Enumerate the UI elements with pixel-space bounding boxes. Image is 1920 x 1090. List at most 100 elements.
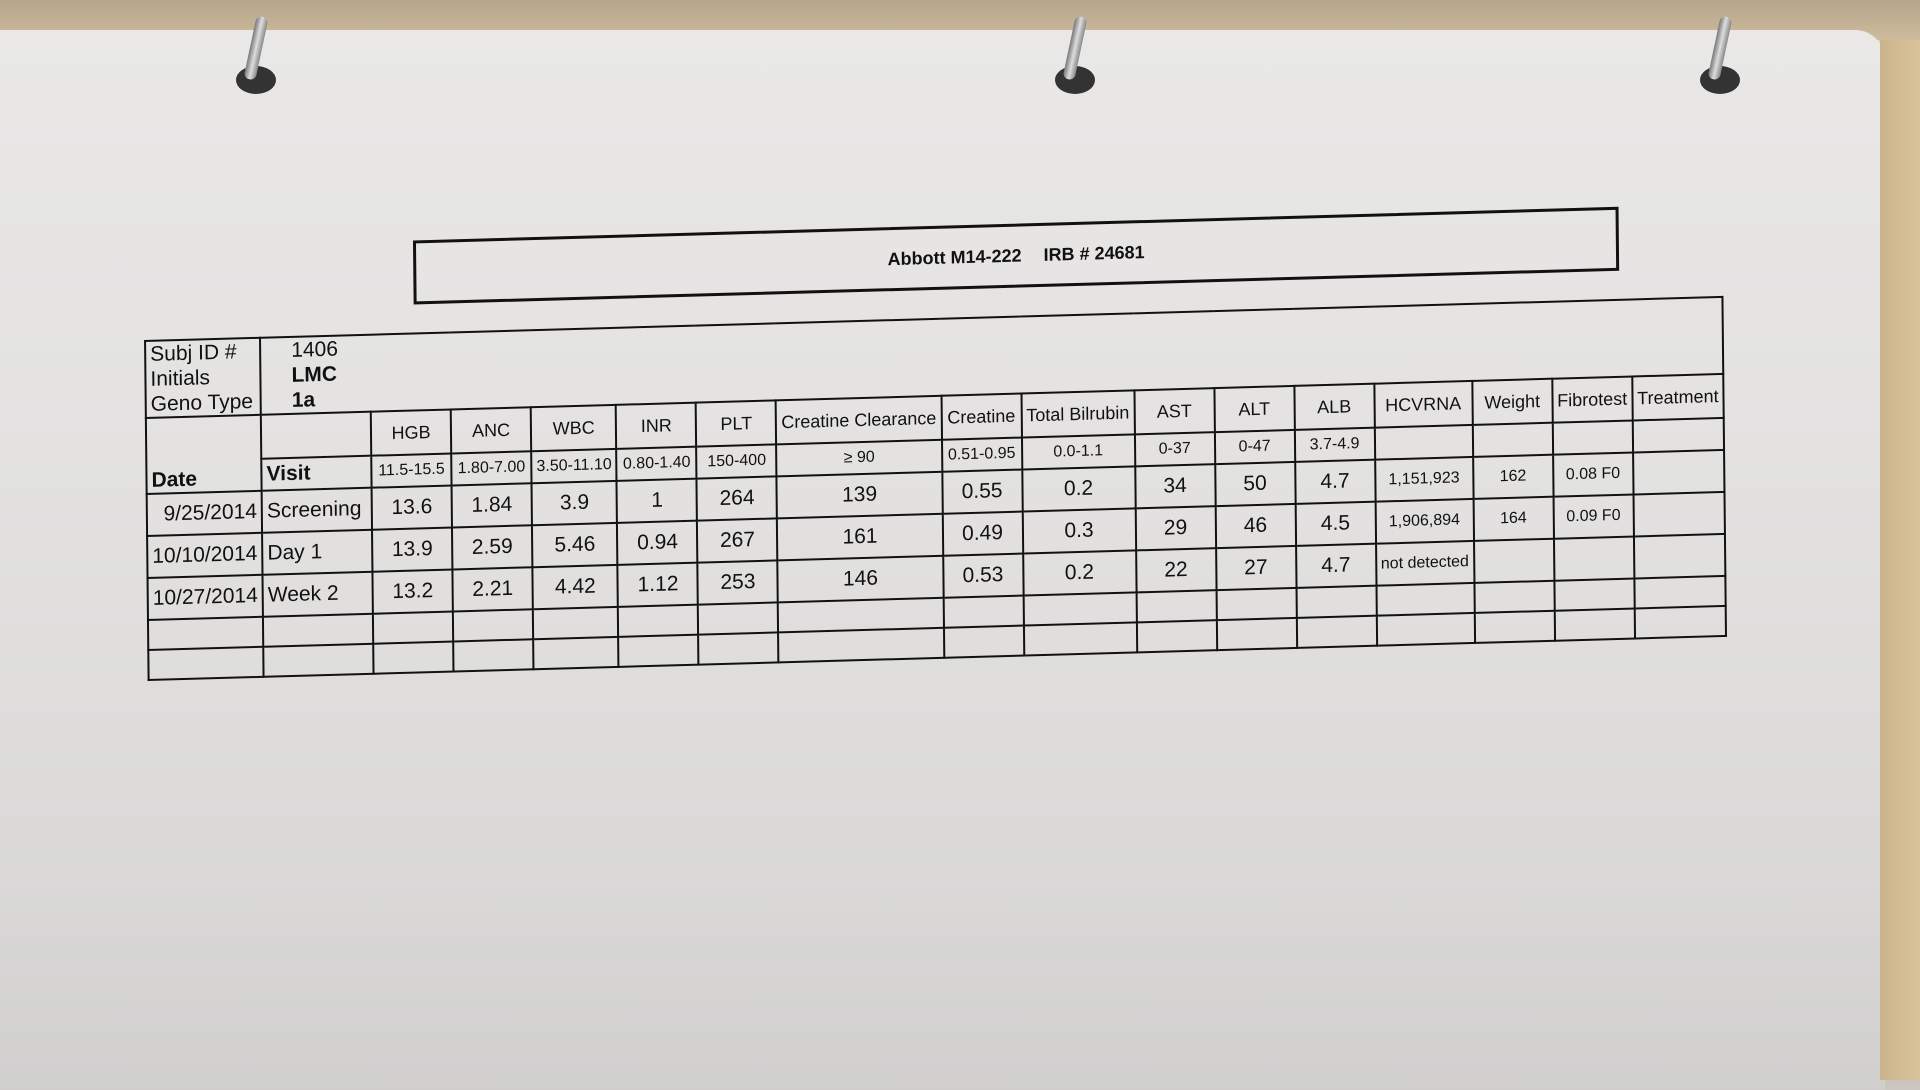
table-cell: 1.84	[451, 483, 533, 528]
table-cell: 0.2	[1022, 550, 1137, 596]
column-range: 0.80-1.40	[616, 446, 697, 481]
table-cell	[1216, 587, 1297, 621]
irb-number: IRB # 24681	[1043, 241, 1145, 265]
subject-label: Subj ID #	[150, 340, 237, 366]
table-cell	[1023, 592, 1137, 626]
column-header: ALT	[1214, 385, 1295, 433]
column-header: ALB	[1294, 383, 1375, 430]
binder-ring	[1055, 66, 1095, 94]
table-cell: not detected	[1375, 540, 1475, 586]
column-header-date: Date	[145, 414, 262, 494]
column-range: ≥ 90	[776, 439, 942, 477]
column-header: Treatment	[1631, 373, 1724, 421]
table-cell	[1634, 605, 1727, 639]
table-cell	[148, 646, 264, 681]
table-cell: 13.9	[372, 527, 453, 572]
lab-results-table: Subj ID # Initials Geno Type 1406 LMC 1a Date H…	[144, 296, 1727, 681]
table-cell	[1553, 536, 1635, 581]
table-cell: 9/25/2014	[146, 490, 263, 537]
table-cell: 264	[696, 476, 778, 521]
table-cell	[1474, 610, 1555, 643]
column-range: 11.5-15.5	[371, 453, 452, 488]
column-header: Creatine Clearance	[776, 395, 942, 445]
column-header: HGB	[370, 409, 452, 456]
column-header	[260, 411, 372, 459]
column-header: HCVRNA	[1373, 380, 1473, 428]
table-cell	[263, 643, 374, 677]
table-cell	[618, 634, 699, 667]
study-name: Abbott M14-222	[887, 244, 1022, 269]
table-cell: 3.9	[531, 480, 618, 526]
column-range	[1552, 420, 1633, 455]
table-cell	[1634, 575, 1726, 609]
table-cell	[943, 595, 1024, 628]
table-cell	[1473, 538, 1555, 583]
table-cell: 1,151,923	[1374, 456, 1474, 502]
table-cell: 10/10/2014	[147, 532, 263, 579]
table-cell	[1296, 615, 1377, 648]
column-range: 0.0-1.1	[1021, 434, 1135, 470]
table-cell: 5.46	[532, 522, 618, 568]
table-cell	[1554, 578, 1635, 611]
column-range: 0-37	[1134, 432, 1215, 467]
table-cell: 46	[1215, 503, 1296, 549]
table-cell	[1376, 612, 1475, 646]
table-cell	[1296, 585, 1377, 618]
table-cell	[1633, 533, 1726, 579]
paper-page	[0, 30, 1885, 1090]
table-cell: 1.12	[617, 562, 699, 607]
table-cell	[1474, 580, 1555, 613]
table-cell: 267	[697, 518, 778, 563]
table-cell	[1633, 491, 1726, 537]
binder-ring	[236, 66, 276, 94]
table-cell: 162	[1472, 454, 1554, 499]
table-cell	[533, 636, 619, 670]
column-header: ANC	[450, 407, 532, 454]
column-range: 3.7-4.9	[1294, 427, 1375, 462]
table-cell	[618, 604, 699, 637]
column-header: WBC	[530, 404, 617, 452]
table-cell	[1376, 582, 1475, 616]
table-cell: 1,906,894	[1375, 498, 1474, 544]
table-cell	[1554, 608, 1635, 641]
table-cell	[1136, 590, 1217, 623]
table-cell: 50	[1214, 461, 1296, 507]
table-cell: 13.2	[372, 569, 453, 614]
table-cell	[452, 609, 534, 642]
table-cell	[532, 606, 619, 640]
table-cell: 164	[1473, 496, 1554, 541]
column-range: 1.80-7.00	[451, 451, 532, 486]
binder-ring	[1700, 66, 1740, 94]
table-cell	[1632, 449, 1725, 495]
column-range: 0.51-0.95	[941, 437, 1022, 472]
table-cell	[373, 611, 454, 644]
column-header: PLT	[696, 400, 777, 447]
table-cell: 161	[777, 513, 943, 561]
table-cell: 0.49	[942, 511, 1023, 556]
column-range: 0-47	[1214, 429, 1295, 465]
column-range: Visit	[261, 455, 372, 491]
table-cell: 0.08 F0	[1552, 452, 1634, 497]
table-cell: 4.7	[1295, 543, 1377, 588]
column-range	[1632, 417, 1725, 453]
table-cell: 0.55	[941, 469, 1023, 514]
table-cell: 0.09 F0	[1553, 494, 1634, 539]
table-cell: 146	[777, 555, 944, 603]
table-cell: 1	[616, 478, 698, 523]
column-range	[1374, 424, 1473, 460]
column-header: AST	[1134, 388, 1215, 435]
column-range: 3.50-11.10	[531, 448, 617, 484]
table-cell	[778, 627, 944, 663]
table-cell: 22	[1135, 548, 1217, 593]
wood-surface	[1880, 40, 1920, 1080]
subject-labels: Subj ID # Initials Geno Type	[145, 337, 261, 418]
table-cell: Week 2	[262, 571, 374, 617]
column-header: INR	[616, 402, 697, 449]
table-cell: 13.6	[371, 485, 453, 530]
table-cell: 4.42	[532, 564, 619, 610]
column-header: Creatine	[941, 393, 1022, 440]
table-cell: 253	[697, 560, 779, 605]
table-cell: 0.53	[942, 553, 1024, 598]
table-cell: 2.21	[452, 567, 533, 612]
table-cell	[1023, 622, 1137, 656]
